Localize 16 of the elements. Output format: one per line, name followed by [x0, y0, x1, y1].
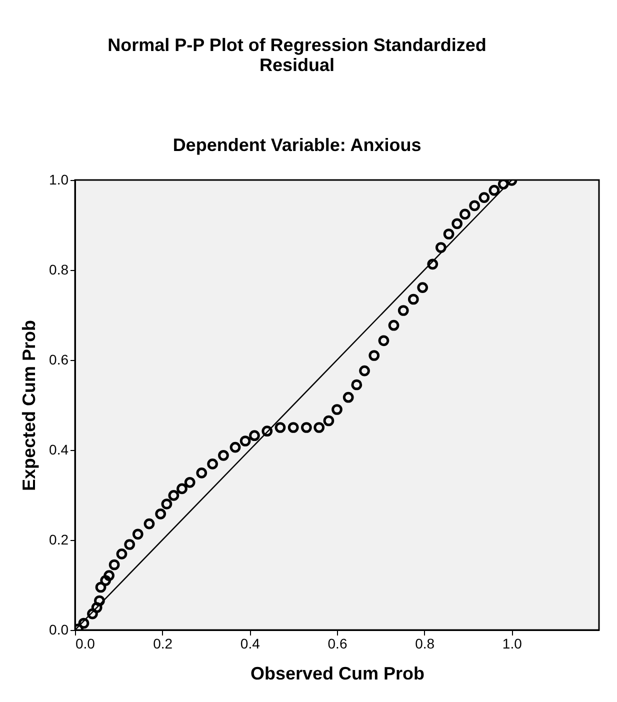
y-tick-label: 0.6 — [49, 352, 69, 368]
y-tick-label: 1.0 — [49, 172, 69, 188]
y-tick-label: 0.8 — [49, 262, 69, 278]
x-tick-label: 0.2 — [153, 636, 173, 652]
chart-title: Normal P-P Plot of Regression Standardized Residual — [108, 35, 486, 75]
chart-subtitle: Dependent Variable: Anxious — [172, 135, 422, 155]
x-axis-title: Observed Cum Prob — [250, 664, 425, 684]
x-tick-label: 0.4 — [240, 636, 260, 652]
y-tick-label: 0.2 — [49, 532, 69, 548]
x-tick-label: 0.6 — [328, 636, 348, 652]
x-tick-label: 0.8 — [415, 636, 435, 652]
y-axis-title: Expected Cum Prob — [19, 320, 40, 492]
y-tick-label: 0.4 — [49, 442, 69, 458]
x-tick-label: 0.0 — [76, 636, 96, 652]
x-tick-label: 1.0 — [502, 636, 522, 652]
y-tick-label: 0.0 — [49, 622, 69, 638]
